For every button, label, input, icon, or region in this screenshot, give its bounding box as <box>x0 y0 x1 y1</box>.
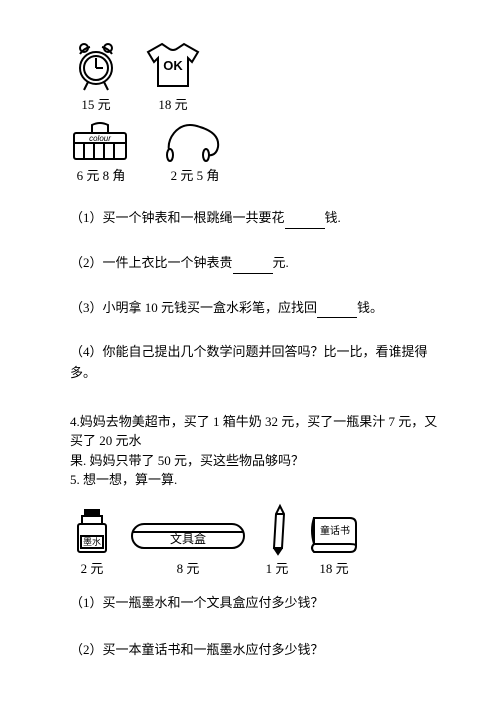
svg-text:墨水: 墨水 <box>83 536 101 547</box>
item-pencil: 1 元 <box>262 502 292 577</box>
shirt-icon: OK <box>142 40 204 92</box>
p4-line2: 果. 妈妈只带了 50 元，买这些物品够吗？ <box>70 451 440 471</box>
question-3: （3）小明拿 10 元钱买一盒水彩笔，应找回 钱。 <box>70 298 440 319</box>
item-ink: 墨水 2 元 <box>70 506 114 577</box>
svg-text:文具盒: 文具盒 <box>170 531 206 546</box>
price-label: 18 元 <box>158 94 187 113</box>
price-label: 1 元 <box>266 558 289 577</box>
q2-post: 元. <box>273 255 289 270</box>
item-jumprope: 2 元 5 角 <box>160 119 230 184</box>
items-row-1: 15 元 OK 18 元 <box>70 40 440 113</box>
item-clock: 15 元 <box>70 42 122 113</box>
item-pencilcase: 文具盒 8 元 <box>128 518 248 577</box>
question-5-1: （1）买一瓶墨水和一个文具盒应付多少钱？ <box>70 593 440 614</box>
question-1: （1）买一个钟表和一根跳绳一共要花 钱. <box>70 208 440 229</box>
svg-text:colour: colour <box>89 134 111 143</box>
item-shirt: OK 18 元 <box>142 40 204 113</box>
jumprope-icon <box>160 119 230 163</box>
price-label: 18 元 <box>319 558 348 577</box>
blank <box>285 228 325 229</box>
ink-icon: 墨水 <box>70 506 114 556</box>
pencil-icon <box>262 502 292 556</box>
p5: 5. 想一想，算一算. <box>70 470 440 490</box>
q1-pre: （1）买一个钟表和一根跳绳一共要花 <box>70 210 285 225</box>
problem-4: 4.妈妈去物美超市，买了 1 箱牛奶 32 元，买了一瓶果汁 7 元，又买了 2… <box>70 412 440 490</box>
items-row-2: colour 6 元 8 角 2 元 5 角 <box>70 119 440 184</box>
price-label: 2 元 5 角 <box>171 165 220 184</box>
blank <box>317 317 357 318</box>
clock-icon <box>70 42 122 92</box>
q1-post: 钱. <box>325 210 341 225</box>
q3-pre: （3）小明拿 10 元钱买一盒水彩笔，应找回 <box>70 300 317 315</box>
items-row-3: 墨水 2 元 文具盒 8 元 1 元 <box>70 502 440 577</box>
crayonbox-icon: colour <box>70 119 132 163</box>
svg-text:童话书: 童话书 <box>320 524 350 537</box>
item-storybook: 童话书 18 元 <box>306 510 362 577</box>
q2-pre: （2）一件上衣比一个钟表贵 <box>70 255 233 270</box>
worksheet-page: 15 元 OK 18 元 <box>0 0 500 681</box>
price-label: 8 元 <box>177 558 200 577</box>
svg-text:OK: OK <box>163 58 183 73</box>
item-crayonbox: colour 6 元 8 角 <box>70 119 132 184</box>
q3-post: 钱。 <box>357 300 383 315</box>
storybook-icon: 童话书 <box>306 510 362 556</box>
question-5-2: （2）买一本童话书和一瓶墨水应付多少钱？ <box>70 640 440 661</box>
question-4: （4）你能自己提出几个数学问题并回答吗？比一比，看谁提得多。 <box>70 342 440 384</box>
question-2: （2）一件上衣比一个钟表贵 元. <box>70 253 440 274</box>
price-label: 2 元 <box>81 558 104 577</box>
blank <box>233 273 273 274</box>
pencilcase-icon: 文具盒 <box>128 518 248 556</box>
price-label: 15 元 <box>81 94 110 113</box>
p4-line1: 4.妈妈去物美超市，买了 1 箱牛奶 32 元，买了一瓶果汁 7 元，又买了 2… <box>70 412 440 451</box>
price-label: 6 元 8 角 <box>77 165 126 184</box>
